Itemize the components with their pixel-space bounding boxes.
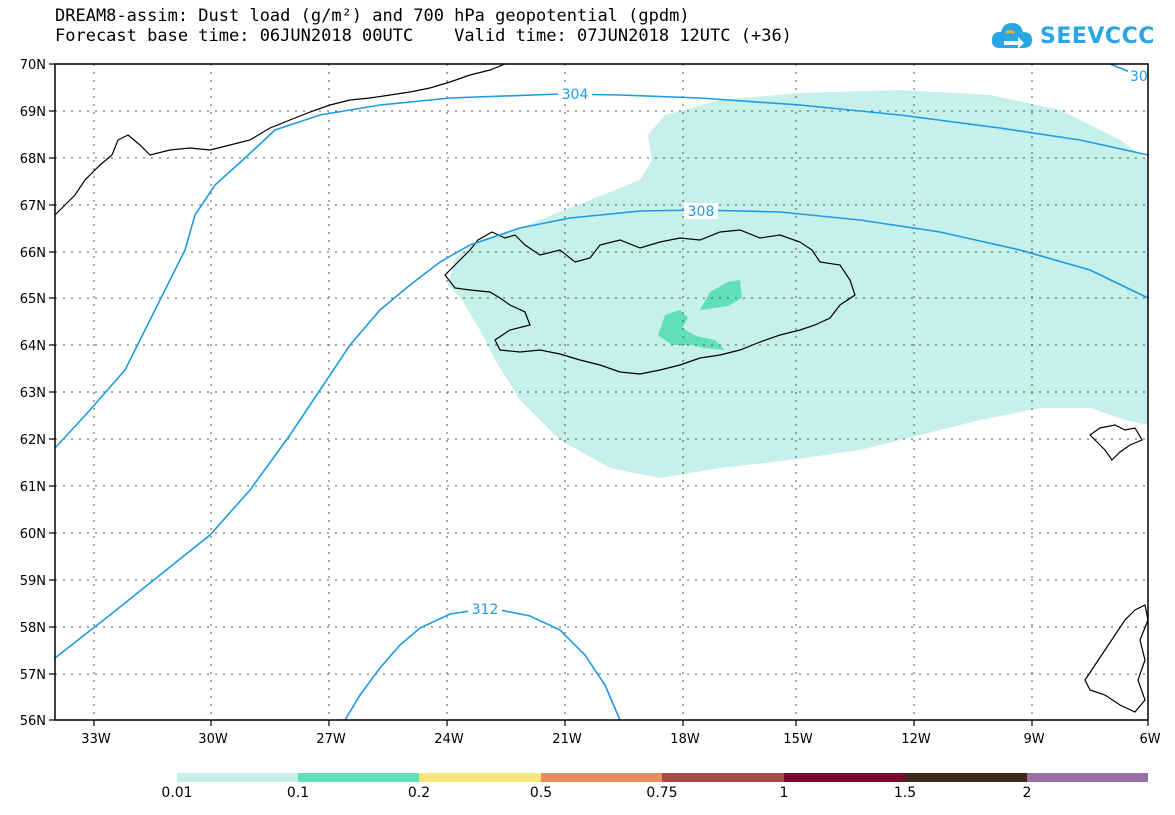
lat-label: 62N xyxy=(20,433,46,448)
dust-fill-low xyxy=(448,90,1148,478)
colorbar-segment xyxy=(784,773,905,782)
dust-fill-mid-1 xyxy=(700,280,742,310)
logo-text: SEEVCCC xyxy=(1040,23,1155,49)
contour-308 xyxy=(54,209,1149,659)
tick-marks xyxy=(49,63,1149,726)
lat-label: 63N xyxy=(20,386,46,401)
contour-label-bg-304 xyxy=(558,86,592,102)
map-title: DREAM8-assim: Dust load (g/m²) and 700 h… xyxy=(55,6,690,26)
faroes-coast xyxy=(1089,424,1143,461)
colorbar xyxy=(177,773,1148,782)
lon-label: 21W xyxy=(552,732,582,747)
map-subtitle: Forecast base time: 06JUN2018 00UTC Vali… xyxy=(55,26,792,46)
lat-label: 65N xyxy=(20,292,46,307)
lon-label: 33W xyxy=(81,732,111,747)
colorbar-label: 0.2 xyxy=(407,785,431,801)
graticule xyxy=(55,64,1148,720)
lat-label: 56N xyxy=(20,714,46,729)
colorbar-segment xyxy=(905,773,1027,782)
lon-label: 12W xyxy=(901,732,931,747)
contour-label-bg-308 xyxy=(684,203,718,219)
colorbar-segment xyxy=(177,773,298,782)
contour-312 xyxy=(344,607,621,721)
lon-label: 9W xyxy=(1023,732,1044,747)
lon-label: 15W xyxy=(783,732,813,747)
lon-label: 18W xyxy=(670,732,700,747)
lat-label: 61N xyxy=(20,480,46,495)
contour-label-304: 304 xyxy=(562,87,589,103)
colorbar-segment xyxy=(662,773,784,782)
scotland-coast xyxy=(1084,604,1149,713)
contour-label-312: 312 xyxy=(472,602,499,618)
colorbar-label: 1.5 xyxy=(893,785,917,801)
lon-label: 30W xyxy=(198,732,228,747)
colorbar-segment xyxy=(298,773,419,782)
longitude-labels: 33W 30W 27W 24W 21W 18W 15W 12W 9W 6W xyxy=(81,732,1160,747)
lat-label: 68N xyxy=(20,152,46,167)
lon-label: 24W xyxy=(434,732,464,747)
colorbar-label: 1 xyxy=(779,785,789,801)
lon-label: 6W xyxy=(1139,732,1160,747)
greenland-coast xyxy=(54,63,506,216)
colorbar-segment xyxy=(419,773,541,782)
lat-label: 64N xyxy=(20,339,46,354)
colorbar-label: 2 xyxy=(1022,785,1032,801)
contour-label-304-ne: 30 xyxy=(1130,69,1148,85)
contour-label-308: 308 xyxy=(688,204,715,220)
lat-label: 70N xyxy=(20,58,46,73)
seevccc-logo: SEEVCCC xyxy=(990,16,1155,56)
lat-label: 58N xyxy=(20,621,46,636)
latitude-labels: 70N 69N 68N 67N 66N 65N 64N 63N 62N 61N … xyxy=(20,58,46,729)
contour-label-bg-312 xyxy=(468,601,502,617)
contour-label-bg-304-ne xyxy=(1128,68,1148,84)
colorbar-segment xyxy=(541,773,662,782)
colorbar-label: 0.01 xyxy=(161,785,193,801)
lat-label: 59N xyxy=(20,574,46,589)
colorbar-label: 0.5 xyxy=(529,785,553,801)
colorbar-segment xyxy=(1027,773,1148,782)
dust-fill-mid-2 xyxy=(658,310,725,350)
coastlines xyxy=(54,63,1149,713)
colorbar-label: 0.75 xyxy=(646,785,678,801)
contour-304 xyxy=(54,93,1149,449)
iceland-coast xyxy=(444,229,856,375)
lat-label: 69N xyxy=(20,105,46,120)
lon-label: 27W xyxy=(316,732,346,747)
lat-label: 60N xyxy=(20,527,46,542)
lat-label: 66N xyxy=(20,246,46,261)
cloud-icon xyxy=(991,23,1032,49)
lat-label: 57N xyxy=(20,668,46,683)
colorbar-label: 0.1 xyxy=(286,785,310,801)
lat-label: 67N xyxy=(20,199,46,214)
